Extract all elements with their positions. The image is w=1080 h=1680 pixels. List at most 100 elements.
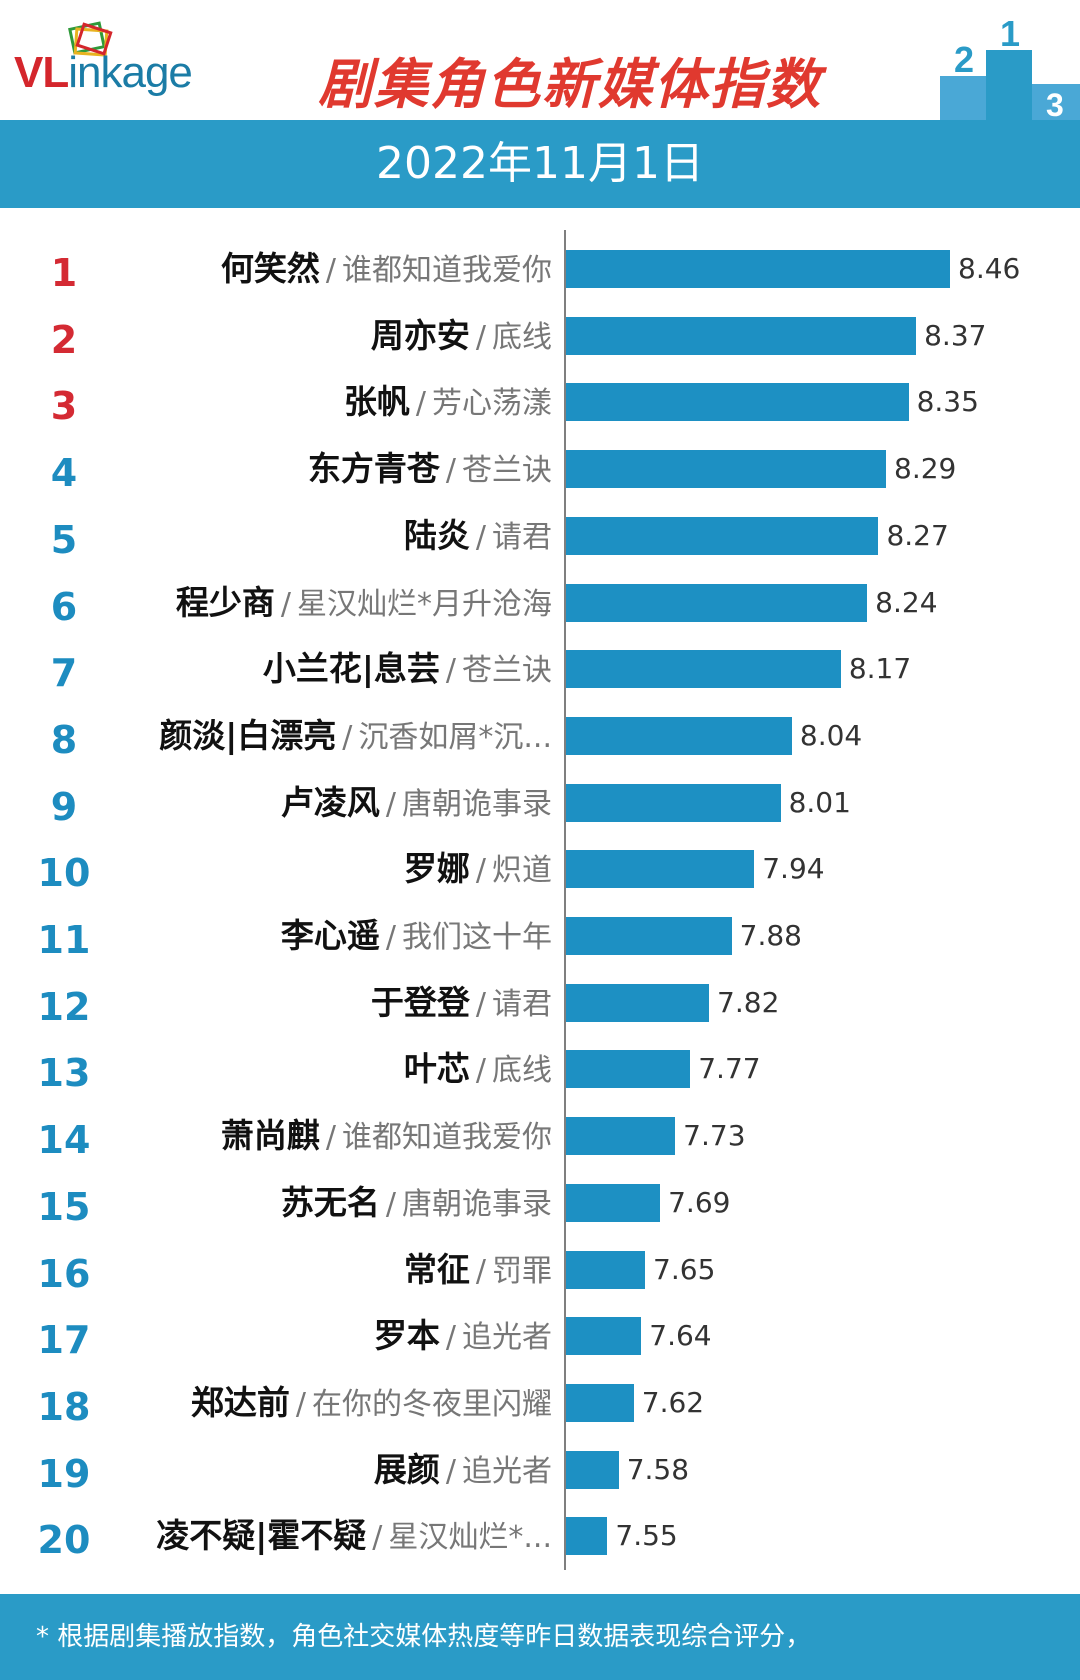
chart-row: 17 罗本 / 追光者 7.64 [0,1303,1080,1369]
chart-row: 1 何笑然 / 谁都知道我爱你 8.46 [0,236,1080,302]
bar [566,583,868,622]
bar [566,383,909,422]
chart-row: 9 卢凌风 / 唐朝诡事录 8.01 [0,770,1080,836]
logo-accent: VL [14,48,69,97]
rank-number: 6 [50,584,78,629]
rank-number: 15 [37,1184,91,1229]
rank-number: 4 [50,451,78,496]
tick-label: 萧尚麒 / 谁都知道我爱你 [110,1111,552,1161]
bar [566,716,792,755]
separator: / [385,786,396,822]
separator: / [385,920,396,955]
tick-label: 凌不疑|霍不疑 / 星汉灿烂*... [110,1511,552,1561]
chart-row: 12 于登登 / 请君 7.82 [0,970,1080,1036]
bar [566,1517,608,1556]
drama-title: 底线 [492,1053,552,1089]
drama-title: 苍兰诀 [462,653,552,689]
character-name: 展颜 [373,1449,440,1489]
footnote: * 根据剧集播放指数，角色社交媒体热度等昨日数据表现综合评分， [36,1622,812,1652]
character-name: 颜淡|白漂亮 [159,715,337,755]
character-name: 凌不疑|霍不疑 [156,1516,367,1556]
bar [566,1383,634,1422]
tick-label: 常征 / 罚罪 [110,1245,552,1295]
data-label: 7.82 [717,985,780,1019]
rank-number: 8 [50,717,78,762]
character-name: 叶芯 [403,1049,470,1089]
tick-label: 张帆 / 芳心荡漾 [110,377,552,427]
tick-label: 何笑然 / 谁都知道我爱你 [110,244,552,294]
drama-title: 苍兰诀 [462,453,552,489]
separator: / [475,319,486,355]
footer: * 根据剧集播放指数，角色社交媒体热度等昨日数据表现综合评分， [0,1594,1080,1680]
character-name: 罗本 [373,1316,440,1356]
character-name: 周亦安 [370,315,470,355]
data-label: 8.17 [848,652,912,686]
vlinkage-logo: VLinkage [14,48,193,98]
chart-row: 10 罗娜 / 炽道 7.94 [0,836,1080,902]
chart-row: 20 凌不疑|霍不疑 / 星汉灿烂*... 7.55 [0,1503,1080,1569]
bar [566,783,781,822]
data-label: 7.77 [698,1052,761,1086]
separator: / [280,586,291,622]
separator: / [445,1320,456,1356]
date-band: 2022年11月1日 [0,120,1080,208]
rank-number: 1 [50,251,78,295]
data-label: 8.24 [875,585,938,619]
bar [566,1117,676,1156]
page-title: 剧集角色新媒体指数 [318,53,822,116]
rank-number: 12 [37,984,91,1029]
character-name: 苏无名 [280,1182,380,1222]
drama-title: 星汉灿烂*... [388,1520,552,1556]
chart-row: 11 李心遥 / 我们这十年 7.88 [0,903,1080,969]
bar [566,850,755,889]
drama-title: 在你的冬夜里闪耀 [312,1386,552,1422]
data-label: 7.65 [653,1252,716,1286]
drama-title: 底线 [492,319,552,355]
data-label: 7.73 [683,1119,746,1153]
separator: / [475,1053,486,1089]
drama-title: 请君 [492,986,552,1022]
separator: / [385,1186,396,1222]
chart-row: 4 东方青苍 / 苍兰诀 8.29 [0,436,1080,502]
tick-label: 周亦安 / 底线 [110,311,552,361]
tick-label: 李心遥 / 我们这十年 [110,911,552,961]
rank-number: 3 [50,384,78,429]
tick-label: 罗本 / 追光者 [110,1311,552,1361]
data-label: 8.29 [894,452,957,486]
tick-label: 苏无名 / 唐朝诡事录 [110,1178,552,1228]
bar [566,516,879,555]
bar [566,316,917,355]
chart-row: 16 常征 / 罚罪 7.65 [0,1237,1080,1303]
drama-title: 炽道 [492,853,552,889]
data-label: 8.37 [924,318,987,352]
drama-title: 追光者 [462,1453,552,1489]
bar [566,1317,642,1356]
tick-label: 罗娜 / 炽道 [110,844,552,894]
rank-number: 9 [50,784,78,829]
data-label: 8.04 [799,718,863,752]
character-name: 小兰花|息芸 [262,649,440,689]
drama-title: 谁都知道我爱你 [342,253,552,288]
podium-digit-3: 3 [1046,87,1064,120]
drama-title: 唐朝诡事录 [402,1186,552,1222]
character-name: 陆炎 [403,515,470,555]
character-name: 罗娜 [403,849,470,889]
rank-number: 20 [37,1518,91,1563]
bar [566,650,841,689]
drama-title: 请君 [492,519,552,555]
bar [566,1050,691,1089]
data-label: 7.58 [626,1452,690,1486]
tick-label: 小兰花|息芸 / 苍兰诀 [110,644,552,694]
rank-number: 18 [37,1384,91,1429]
separator: / [325,1120,336,1156]
chart-row: 15 苏无名 / 唐朝诡事录 7.69 [0,1170,1080,1236]
bar [566,250,950,288]
logo-mark-icon [68,21,113,57]
chart-row: 13 叶芯 / 底线 7.77 [0,1036,1080,1102]
drama-title: 唐朝诡事录 [402,786,552,822]
separator: / [342,719,353,755]
data-label: 8.35 [916,385,979,419]
bar [566,983,710,1022]
character-name: 东方青苍 [307,449,440,489]
rank-number: 16 [37,1251,91,1296]
